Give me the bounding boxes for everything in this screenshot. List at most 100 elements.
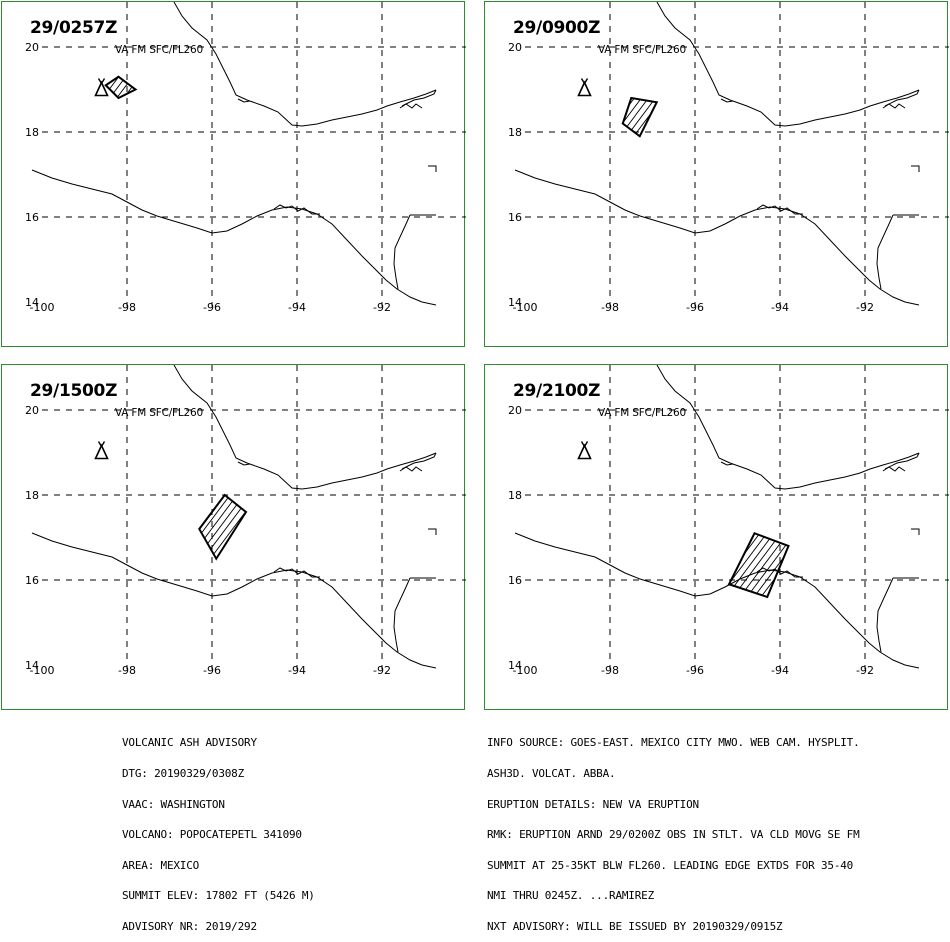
- gulf-coast-line: [173, 365, 437, 490]
- volcano-triangle-icon: [94, 78, 109, 97]
- ash-cloud-outline: [727, 531, 790, 599]
- hatch-line: [732, 98, 761, 136]
- hatch-line: [729, 533, 754, 597]
- coastal-lagoon-line: [720, 98, 734, 103]
- hatch-line: [817, 533, 865, 597]
- y-tick-label: 16: [25, 211, 39, 224]
- coastal-lagoon-line: [399, 103, 423, 109]
- x-tick-label: -100: [513, 664, 538, 677]
- pacific-coast-line: [514, 169, 920, 306]
- volcano-triangle: [577, 80, 592, 97]
- y-tick-label: 16: [25, 574, 39, 587]
- hatch-line: [676, 98, 705, 136]
- hatch-line: [852, 533, 900, 597]
- lat-lon-grid: [42, 2, 466, 306]
- guatemala-border-line: [393, 214, 411, 290]
- volcano-triangle-icon: [94, 441, 109, 460]
- y-tick-label: 14: [508, 296, 522, 309]
- volcano-triangle-icon: [577, 78, 592, 97]
- yucatan-coast-line: [401, 89, 437, 107]
- hatch-line: [61, 77, 77, 98]
- y-tick-label: 18: [25, 489, 39, 502]
- coastal-lagoon-line: [273, 567, 320, 578]
- hatch-line: [147, 495, 195, 559]
- guatemala-border-line: [876, 214, 894, 290]
- gulf-coast-line: [173, 2, 437, 127]
- coastal-lagoon-line: [273, 204, 320, 215]
- hatch-line: [223, 495, 246, 559]
- hatch-line: [704, 98, 733, 136]
- x-tick-label: -92: [373, 664, 391, 677]
- hatch-line: [543, 98, 572, 136]
- hatch-line: [145, 77, 161, 98]
- coastal-lagoon-line: [882, 103, 906, 109]
- ash-map-3: -100 -98 -96 -94 -92 20 18 16 14: [25, 365, 466, 677]
- hatch-line: [564, 98, 593, 136]
- ash-cloud-hatching: [543, 98, 761, 137]
- yucatan-coast-line: [884, 452, 920, 470]
- volcano-plume-mark: [583, 441, 589, 447]
- hatch-line: [126, 495, 174, 559]
- hatch-line: [252, 495, 300, 559]
- x-tick-label: -96: [686, 301, 704, 314]
- x-tick-label: -98: [118, 664, 136, 677]
- hatch-line: [138, 77, 154, 98]
- y-tick-label: 14: [25, 296, 39, 309]
- hatch-line: [550, 98, 579, 136]
- hatch-line: [259, 495, 307, 559]
- hatch-line: [732, 533, 782, 597]
- hatch-line: [697, 98, 726, 136]
- y-tick-label: 20: [25, 41, 39, 54]
- pacific-coast-line: [514, 532, 920, 669]
- coastal-lagoon-line: [882, 466, 906, 472]
- y-tick-label: 16: [508, 211, 522, 224]
- advisory-line: VAAC: WASHINGTON: [122, 797, 225, 811]
- forecast-panel-4: -100 -98 -96 -94 -92 20 18 16 14 29/2100Z VA FM …: [484, 364, 949, 710]
- hatch-line: [140, 495, 188, 559]
- hatch-line: [578, 98, 607, 136]
- x-tick-label: -92: [856, 664, 874, 677]
- hatch-line: [40, 77, 56, 98]
- hatch-line: [287, 495, 335, 559]
- advisory-line: RMK: ERUPTION ARND 29/0200Z OBS IN STLT.…: [487, 828, 860, 842]
- advisory-line: VOLCANO: POPOCATEPETL 341090: [122, 828, 302, 842]
- pacific-coast-line: [31, 169, 437, 306]
- hatch-line: [739, 533, 789, 597]
- ash-cloud-hatching: [119, 495, 363, 559]
- hatch-line: [209, 495, 246, 559]
- coastal-lagoon-line: [756, 204, 803, 215]
- hatch-line: [729, 533, 768, 597]
- coastline: [31, 365, 437, 669]
- hatch-line: [119, 495, 167, 559]
- advisory-line: DTG: 20190329/0308Z: [122, 767, 245, 781]
- hatch-line: [810, 533, 858, 597]
- volcano-plume-mark: [100, 441, 106, 447]
- hatch-line: [216, 495, 246, 559]
- hatch-line: [266, 495, 314, 559]
- panel-level: VA FM SFC/FL260: [598, 44, 686, 56]
- ash-map-1: -100 -98 -96 -94 -92 20 18 16 14: [25, 2, 466, 314]
- hatch-line: [767, 533, 789, 597]
- advisory-line: SUMMIT AT 25-35KT BLW FL260. LEADING EDG…: [487, 858, 854, 872]
- hatch-line: [647, 98, 657, 137]
- coast-fragment-line: [911, 165, 920, 172]
- hatch-line: [585, 98, 614, 136]
- hatch-line: [760, 533, 789, 597]
- y-tick-label: 14: [508, 659, 522, 672]
- panel-level: VA FM SFC/FL260: [598, 407, 686, 419]
- x-tick-label: -98: [118, 301, 136, 314]
- y-tick-label: 14: [25, 659, 39, 672]
- x-tick-label: -98: [601, 664, 619, 677]
- hatch-line: [711, 98, 740, 136]
- hatch-line: [180, 77, 196, 98]
- coastal-lagoon-line: [237, 461, 251, 466]
- x-tick-label: -94: [288, 664, 306, 677]
- ash-cloud-outline: [198, 493, 248, 561]
- hatch-line: [208, 77, 224, 98]
- volcano-plume-mark: [100, 78, 106, 84]
- advisory-line: NXT ADVISORY: WILL BE ISSUED BY 20190329…: [487, 920, 783, 934]
- hatch-line: [201, 77, 217, 98]
- x-tick-label: -96: [686, 664, 704, 677]
- guatemala-border-line: [876, 577, 894, 653]
- hatch-line: [315, 495, 363, 559]
